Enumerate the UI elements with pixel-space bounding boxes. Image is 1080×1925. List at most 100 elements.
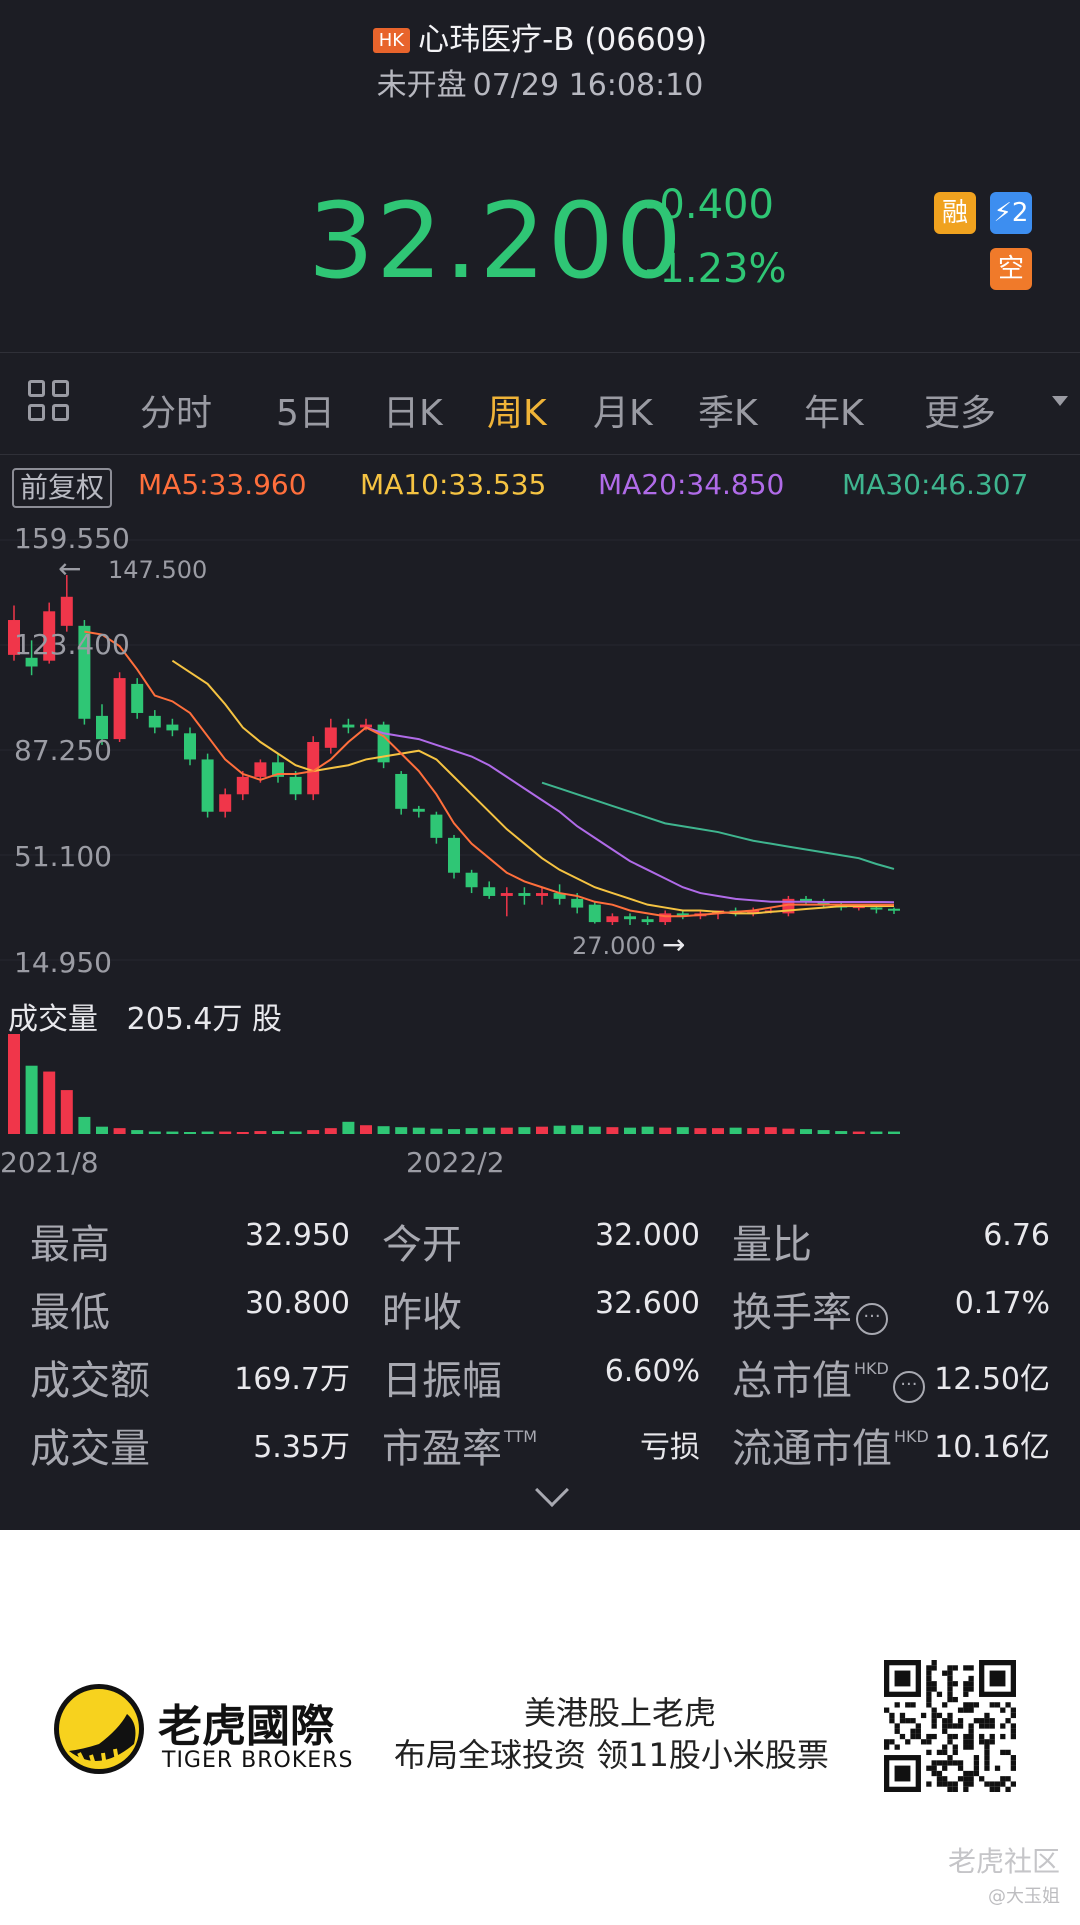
volume-bar: [465, 1128, 478, 1134]
candle-body: [289, 776, 302, 795]
volume-bar: [712, 1128, 724, 1134]
stat-label: 量比: [732, 1222, 812, 1268]
volume-bar: [729, 1127, 742, 1134]
volume-bar: [25, 1065, 38, 1134]
ma5-label: MA5:33.960: [138, 468, 307, 501]
candle-body: [360, 724, 372, 728]
info-icon[interactable]: ···: [856, 1303, 888, 1335]
stat-value: 10.16亿: [934, 1430, 1050, 1465]
volume-bar: [395, 1127, 408, 1134]
stat-value: 亏损: [640, 1430, 700, 1465]
volume-bar: [430, 1128, 443, 1134]
tab-monthly[interactable]: 月K: [593, 393, 653, 434]
volume-bar: [113, 1128, 126, 1134]
candle-body: [201, 759, 214, 812]
candle-body: [641, 919, 654, 923]
stat-label: 最低: [30, 1290, 110, 1336]
volume-bar: [571, 1125, 584, 1134]
ma-legend: 前复权 MA5:33.960 MA10:33.535 MA20:34.850 M…: [0, 468, 1080, 508]
stat-value: 30.800: [245, 1286, 350, 1321]
volume-bar: [606, 1127, 619, 1134]
tab-5day[interactable]: 5日: [276, 393, 335, 434]
volume-bar: [624, 1127, 636, 1134]
currency-sup: HKD: [854, 1359, 889, 1378]
ma30-line: [541, 781, 895, 870]
candle-body: [465, 872, 478, 888]
ma5-line: [84, 630, 895, 918]
stat-label-mktcap: 总市值 HKD···: [732, 1348, 925, 1406]
tab-daily[interactable]: 日K: [383, 393, 443, 434]
expand-chevron-icon[interactable]: [535, 1473, 569, 1507]
candle-body: [817, 901, 830, 905]
chevron-down-icon[interactable]: [1052, 396, 1068, 406]
tab-intraday[interactable]: 分时: [140, 393, 213, 434]
volume-value: 205.4万 股: [126, 1002, 283, 1037]
candle-body: [395, 773, 408, 809]
brand-name-cn: 老虎國際: [158, 1701, 334, 1752]
candle-body: [870, 907, 883, 910]
candle-body: [588, 904, 601, 923]
volume-bar: [676, 1127, 689, 1134]
volume-bar: [888, 1131, 900, 1134]
stat-value: 32.600: [595, 1286, 700, 1321]
candle-body: [852, 906, 865, 909]
ma10-label: MA10:33.535: [360, 468, 547, 501]
volume-bar: [289, 1131, 302, 1134]
tab-more[interactable]: 更多: [924, 393, 997, 434]
stat-label: 今开: [382, 1222, 462, 1268]
volume-bar: [131, 1130, 144, 1134]
right-arrow-icon: →: [662, 928, 686, 961]
volume-bar: [236, 1132, 249, 1134]
level2-badge[interactable]: ⚡2: [990, 192, 1032, 234]
candle-body: [96, 715, 108, 740]
price-change-pct: -1.23%: [645, 246, 787, 292]
ma20-label: MA20:34.850: [598, 468, 785, 501]
grid-menu-icon[interactable]: [28, 380, 72, 424]
stat-label: 流通市值: [732, 1426, 892, 1472]
volume-bar: [219, 1131, 232, 1134]
volume-bar: [254, 1131, 267, 1134]
candle-body: [536, 893, 548, 896]
candle-body: [307, 742, 320, 795]
low-annotation: 27.000: [572, 932, 656, 960]
candle-body: [43, 611, 56, 661]
candle-body: [430, 814, 443, 838]
candle-body: [78, 625, 91, 719]
stat-value: 5.35万: [253, 1430, 350, 1465]
kline-chart[interactable]: [0, 520, 1080, 1140]
qr-code-icon[interactable]: [882, 1658, 1018, 1794]
volume-bar: [817, 1130, 830, 1134]
volume-bar: [659, 1127, 672, 1134]
slogan-line-1: 美港股上老虎: [523, 1694, 716, 1732]
stock-name: 心玮医疗-B (06609): [418, 22, 708, 58]
volume-bar: [184, 1132, 196, 1134]
volume-bar: [852, 1131, 865, 1134]
candle-body: [113, 678, 126, 740]
candle-body: [500, 893, 513, 896]
market-status: 未开盘 07/29 16:08:10: [0, 60, 1080, 104]
y-tick-label: 51.100: [14, 840, 112, 873]
period-tabs: 分时 5日 日K 周K 月K 季K 年K 更多: [0, 354, 1080, 454]
candle-body: [184, 733, 196, 760]
volume-bar: [553, 1125, 566, 1134]
footer-ad: 老虎國際 TIGER BROKERS 美港股上老虎 布局全球投资 领11股小米股…: [0, 1530, 1080, 1925]
margin-badge[interactable]: 融: [934, 192, 976, 234]
volume-bar: [483, 1127, 496, 1134]
tab-yearly[interactable]: 年K: [804, 393, 864, 434]
volume-bar: [43, 1071, 56, 1134]
volume-bar: [166, 1131, 179, 1134]
x-tick-label: 2022/2: [406, 1146, 505, 1179]
stat-label-float: 流通市值 HKD: [732, 1416, 929, 1474]
info-icon[interactable]: ···: [892, 1371, 925, 1403]
volume-bar: [870, 1131, 883, 1134]
candle-body: [236, 776, 249, 795]
candle-body: [518, 893, 531, 896]
short-badge[interactable]: 空: [990, 248, 1032, 290]
volume-title: 成交量 205.4万 股: [8, 994, 282, 1038]
volume-bar: [307, 1130, 320, 1134]
tab-quarterly[interactable]: 季K: [698, 393, 758, 434]
volume-bar: [60, 1090, 73, 1134]
candle-body: [483, 887, 496, 896]
tab-weekly[interactable]: 周K: [487, 393, 547, 434]
adjust-toggle[interactable]: 前复权: [12, 468, 113, 508]
